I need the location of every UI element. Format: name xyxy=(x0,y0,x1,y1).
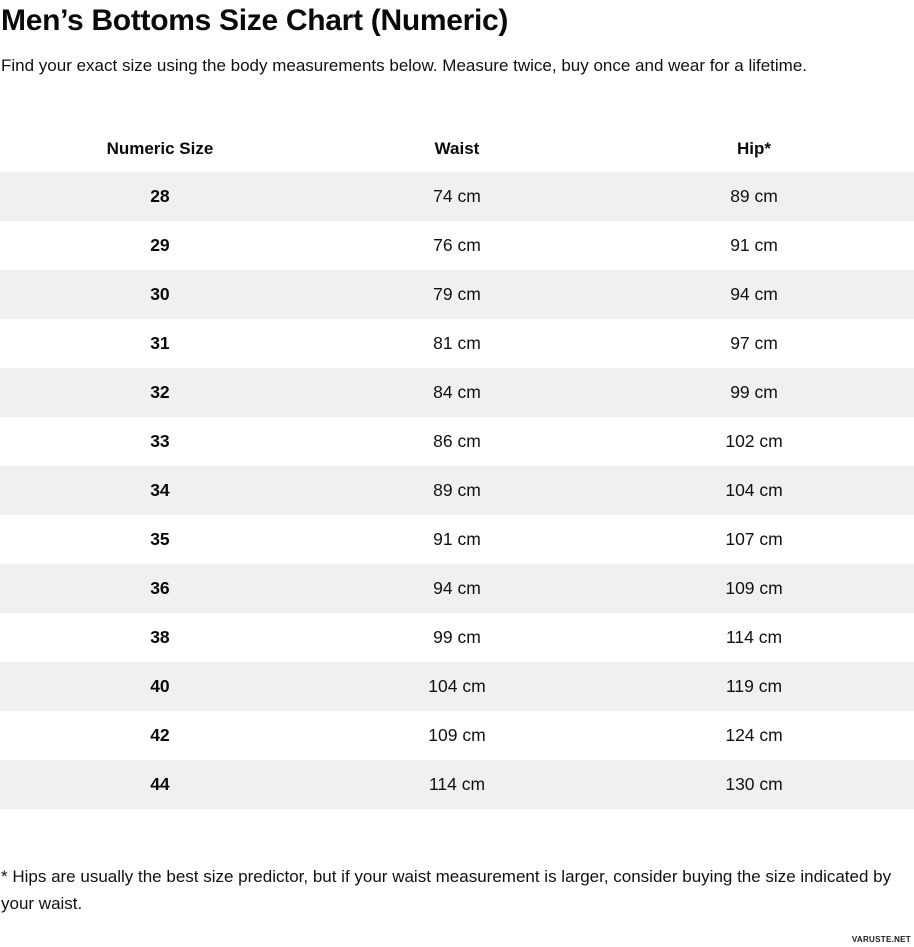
hip-cell: 91 cm xyxy=(730,235,778,255)
hip-cell: 109 cm xyxy=(725,578,783,598)
hip-cell: 97 cm xyxy=(730,333,778,353)
waist-cell: 81 cm xyxy=(433,333,481,353)
hip-cell: 102 cm xyxy=(725,431,783,451)
waist-cell: 76 cm xyxy=(433,235,481,255)
table-row: 32 84 cm 99 cm xyxy=(0,368,914,417)
table-row: 36 94 cm 109 cm xyxy=(0,564,914,613)
hip-cell: 107 cm xyxy=(725,529,783,549)
waist-cell: 109 cm xyxy=(428,725,486,745)
table-row: 38 99 cm 114 cm xyxy=(0,613,914,662)
numeric-size-cell: 33 xyxy=(150,431,170,451)
waist-cell: 91 cm xyxy=(433,529,481,549)
numeric-size-cell: 29 xyxy=(150,235,170,255)
hip-cell: 94 cm xyxy=(730,284,778,304)
footnote: * Hips are usually the best size predict… xyxy=(1,867,892,913)
table-row: 29 76 cm 91 cm xyxy=(0,221,914,270)
table-row: 30 79 cm 94 cm xyxy=(0,270,914,319)
table-row: 31 81 cm 97 cm xyxy=(0,319,914,368)
numeric-size-cell: 40 xyxy=(150,676,170,696)
waist-cell: 104 cm xyxy=(428,676,486,696)
numeric-size-cell: 32 xyxy=(150,382,170,402)
hip-cell: 99 cm xyxy=(730,382,778,402)
size-chart-table: Numeric Size Waist Hip* 28 74 cm 89 cm 2… xyxy=(0,125,914,809)
table-header-row: Numeric Size Waist Hip* xyxy=(0,125,914,172)
waist-cell: 114 cm xyxy=(428,774,486,794)
numeric-size-cell: 35 xyxy=(150,529,170,549)
waist-cell: 94 cm xyxy=(433,578,481,598)
table-row: 40 104 cm 119 cm xyxy=(0,662,914,711)
numeric-size-cell: 36 xyxy=(150,578,170,598)
numeric-size-cell: 30 xyxy=(150,284,170,304)
table-row: 35 91 cm 107 cm xyxy=(0,515,914,564)
table-row: 28 74 cm 89 cm xyxy=(0,172,914,221)
waist-cell: 79 cm xyxy=(433,284,481,304)
table-row: 42 109 cm 124 cm xyxy=(0,711,914,760)
numeric-size-cell: 38 xyxy=(150,627,170,647)
col-header-waist: Waist xyxy=(434,138,480,158)
hip-cell: 89 cm xyxy=(730,186,778,206)
waist-cell: 74 cm xyxy=(433,186,481,206)
table-row: 44 114 cm 130 cm xyxy=(0,760,914,809)
hip-cell: 124 cm xyxy=(725,725,783,745)
page-title: Men’s Bottoms Size Chart (Numeric) xyxy=(1,4,509,37)
numeric-size-cell: 34 xyxy=(150,480,170,500)
hip-cell: 119 cm xyxy=(725,676,783,696)
size-table-body: 28 74 cm 89 cm 29 76 cm 91 cm 30 79 cm 9… xyxy=(0,172,914,809)
table-row: 33 86 cm 102 cm xyxy=(0,417,914,466)
hip-cell: 104 cm xyxy=(725,480,783,500)
hip-cell: 130 cm xyxy=(725,774,783,794)
numeric-size-cell: 31 xyxy=(150,333,170,353)
col-header-hip: Hip* xyxy=(737,138,772,158)
col-header-numeric-size: Numeric Size xyxy=(106,138,214,158)
hip-cell: 114 cm xyxy=(725,627,783,647)
table-row: 34 89 cm 104 cm xyxy=(0,466,914,515)
watermark: VARUSTE.NET xyxy=(851,935,911,944)
numeric-size-cell: 44 xyxy=(150,774,170,794)
page-subtitle: Find your exact size using the body meas… xyxy=(1,56,808,75)
numeric-size-cell: 42 xyxy=(150,725,170,745)
numeric-size-cell: 28 xyxy=(150,186,170,206)
waist-cell: 99 cm xyxy=(433,627,481,647)
waist-cell: 89 cm xyxy=(433,480,481,500)
waist-cell: 84 cm xyxy=(433,382,481,402)
waist-cell: 86 cm xyxy=(433,431,481,451)
